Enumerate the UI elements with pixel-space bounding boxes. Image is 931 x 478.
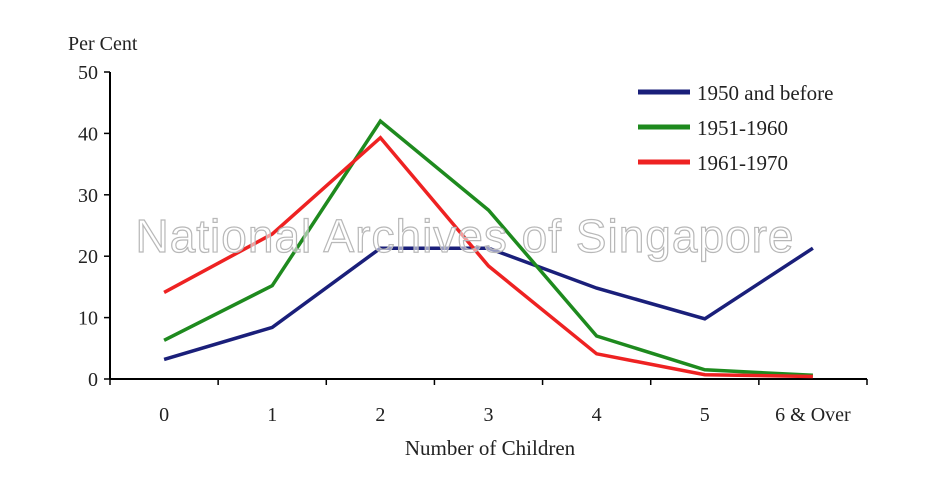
series-lines [163, 118, 814, 379]
series-line-1951-1960 [163, 118, 813, 378]
x-axis-title: Number of Children [405, 436, 576, 460]
y-tick-label: 20 [78, 246, 98, 268]
y-axis-title: Per Cent [68, 33, 138, 55]
y-tick-label: 30 [78, 185, 98, 207]
x-tick-label: 2 [375, 404, 385, 426]
legend: 1950 and before 1951-1960 1961-1970 [638, 81, 833, 175]
x-axis-ticks: 0 1 2 3 4 5 6 & Over [109, 379, 868, 426]
series-line-1950-and-before [163, 246, 814, 362]
series-line-1961-1970 [163, 135, 813, 379]
y-tick-label: 40 [78, 123, 98, 145]
legend-label-1961-1970: 1961-1970 [697, 151, 788, 175]
y-axis-ticks: 0 10 20 30 40 50 [78, 62, 110, 391]
y-tick-label: 0 [88, 369, 98, 391]
y-tick-label: 10 [78, 308, 98, 330]
x-tick-label: 6 & Over [775, 404, 851, 426]
x-tick-label: 4 [592, 404, 602, 426]
x-tick-label: 3 [484, 404, 494, 426]
legend-label-1951-1960: 1951-1960 [697, 116, 788, 140]
y-tick-label: 50 [78, 62, 98, 84]
x-tick-label: 0 [159, 404, 169, 426]
watermark: National Archives of Singapore [135, 210, 794, 262]
x-tick-label: 1 [267, 404, 277, 426]
x-tick-label: 5 [700, 404, 710, 426]
legend-label-1950-and-before: 1950 and before [697, 81, 833, 105]
